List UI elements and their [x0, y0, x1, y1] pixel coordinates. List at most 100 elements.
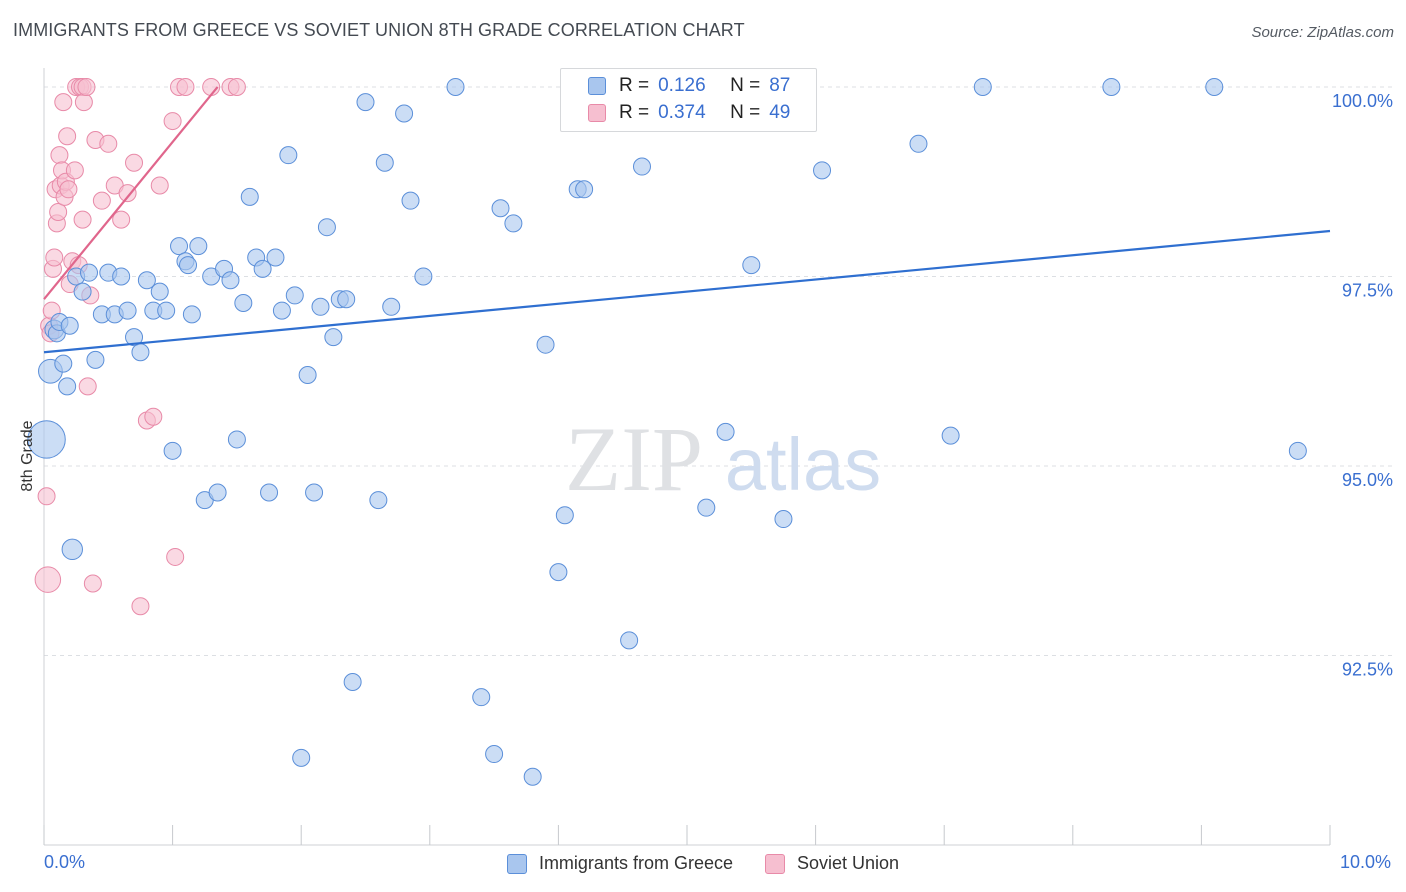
watermark-atlas: atlas	[725, 423, 881, 506]
greece-point	[118, 301, 137, 320]
greece-legend-label: Immigrants from Greece	[538, 853, 733, 873]
greece-point	[555, 506, 574, 525]
soviet-trend-line	[43, 86, 219, 300]
soviet-n-label: N =	[730, 102, 761, 123]
greece-point	[234, 293, 253, 312]
greece-point	[324, 328, 343, 347]
greece-point	[253, 259, 272, 278]
soviet-point	[144, 407, 163, 426]
greece-point	[356, 93, 375, 112]
soviet-point	[59, 180, 78, 199]
greece-point	[337, 290, 356, 309]
soviet-point	[77, 77, 96, 96]
greece-point	[774, 510, 793, 529]
chart-title: IMMIGRANTS FROM GREECE VS SOVIET UNION 8…	[13, 20, 745, 40]
soviet-legend-label: Soviet Union	[796, 853, 900, 873]
greece-point	[60, 316, 79, 335]
greece-point	[575, 180, 594, 199]
greece-point	[1205, 77, 1224, 96]
greece-point	[182, 305, 201, 324]
y-tick-label: 92.5%	[1342, 659, 1393, 679]
greece-point	[80, 263, 99, 282]
greece-point	[179, 256, 198, 275]
soviet-point	[118, 184, 137, 203]
greece-point	[446, 77, 465, 96]
soviet-r-value: 0.374	[658, 102, 706, 123]
soviet-legend-swatch	[764, 853, 785, 874]
greece-point	[343, 673, 362, 692]
soviet-r-label: R =	[619, 102, 650, 123]
greece-point	[485, 745, 504, 764]
soviet-point	[176, 77, 195, 96]
greece-point	[221, 271, 240, 290]
soviet-point	[125, 153, 144, 172]
soviet-point	[112, 210, 131, 229]
greece-swatch	[588, 77, 606, 95]
soviet-point	[92, 191, 111, 210]
greece-point	[909, 134, 928, 153]
greece-n-value: 87	[769, 75, 791, 96]
x-tick-label-max: 10.0%	[1340, 852, 1392, 872]
greece-point	[279, 146, 298, 165]
series-legend-greece: Immigrants from Greece	[506, 853, 733, 874]
soviet-point	[74, 93, 93, 112]
greece-point	[208, 483, 227, 502]
legend-row-soviet: R = 0.374 N = 49	[588, 101, 790, 125]
soviet-point	[49, 203, 68, 222]
watermark-zip: ZIP	[565, 408, 703, 510]
soviet-point	[37, 487, 56, 506]
greece-point	[941, 426, 960, 445]
greece-point	[240, 187, 259, 206]
greece-point	[27, 420, 66, 459]
soviet-point	[58, 127, 77, 146]
greece-point	[395, 104, 414, 123]
greece-point	[285, 286, 304, 305]
series-legend: Immigrants from Greece Soviet Union	[0, 853, 1406, 874]
soviet-point	[131, 597, 150, 616]
greece-point	[266, 248, 285, 267]
soviet-point	[166, 547, 185, 566]
greece-point	[137, 271, 156, 290]
greece-point	[813, 161, 832, 180]
greece-point	[491, 199, 510, 218]
greece-point	[260, 483, 279, 502]
greece-point	[163, 441, 182, 460]
greece-trend-line	[43, 229, 1331, 354]
greece-points	[27, 77, 1307, 786]
series-legend-soviet: Soviet Union	[764, 853, 900, 874]
soviet-swatch	[588, 104, 606, 122]
soviet-n-value: 49	[769, 102, 791, 123]
greece-n-label: N =	[730, 75, 761, 96]
greece-point	[401, 191, 420, 210]
greece-point	[317, 218, 336, 237]
greece-point	[1102, 77, 1121, 96]
greece-point	[112, 267, 131, 286]
greece-point	[298, 366, 317, 385]
greece-point	[369, 491, 388, 510]
greece-point	[58, 377, 77, 396]
greece-point	[189, 237, 208, 256]
trend-lines	[43, 86, 1331, 354]
soviet-point	[73, 210, 92, 229]
greece-point	[157, 301, 176, 320]
y-axis-label: 8th Grade	[19, 420, 36, 492]
greece-point	[742, 256, 761, 275]
greece-point	[632, 157, 651, 176]
greece-point	[73, 282, 92, 301]
y-tick-label: 100.0%	[1332, 91, 1393, 111]
greece-point	[472, 688, 491, 707]
greece-point	[620, 631, 639, 650]
greece-point	[523, 767, 542, 786]
greece-point	[305, 483, 324, 502]
greece-point	[375, 153, 394, 172]
x-tick-label-min: 0.0%	[44, 852, 86, 872]
greece-r-value: 0.126	[658, 75, 706, 96]
y-tick-labels: 92.5% 95.0% 97.5% 100.0%	[1332, 91, 1393, 680]
soviet-point	[99, 134, 118, 153]
greece-point	[131, 343, 150, 362]
soviet-point	[65, 161, 84, 180]
greece-point	[549, 563, 568, 582]
grid-layer	[44, 86, 1395, 656]
greece-point	[272, 301, 291, 320]
